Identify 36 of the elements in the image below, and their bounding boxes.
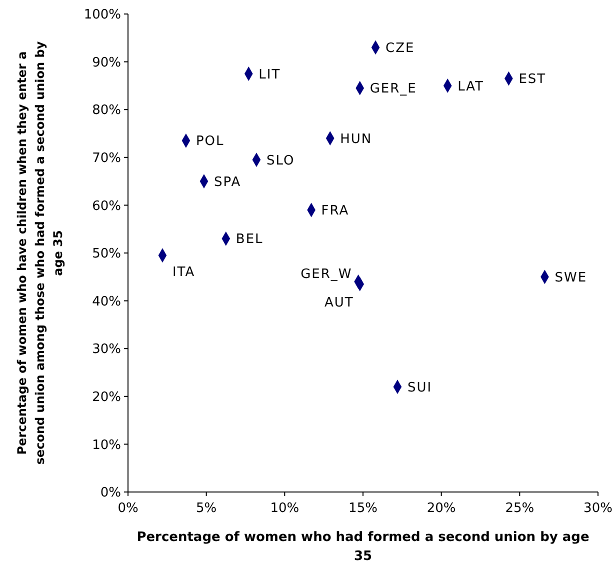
y-tick-label: 100% xyxy=(84,8,121,23)
annotation: SUI xyxy=(407,380,432,396)
annotation: SLO xyxy=(266,153,295,168)
annotation: GER_E xyxy=(370,82,417,97)
annotation: HUN xyxy=(340,132,372,147)
x-axis-title: Percentage of women who had formed a second union by age 35 xyxy=(136,530,590,564)
x-tick-label: 25% xyxy=(505,501,534,516)
y-tick-label: 70% xyxy=(92,150,121,166)
y-tick-label: 80% xyxy=(92,103,121,118)
x-tick-label: 10% xyxy=(270,501,300,516)
annotation: ITA xyxy=(172,264,196,280)
annotation: AUT xyxy=(324,296,354,311)
x-tick-label: 0% xyxy=(118,501,138,516)
y-tick-label: 30% xyxy=(92,342,121,358)
annotation: LAT xyxy=(458,79,484,94)
y-tick-label: 60% xyxy=(92,198,121,214)
annotation: GER_W xyxy=(300,267,352,282)
annotation: SWE xyxy=(554,270,588,286)
y-tick-label: 10% xyxy=(92,438,121,453)
annotation: BEL xyxy=(236,232,264,248)
x-tick-label: 20% xyxy=(426,501,456,516)
annotation: CZE xyxy=(386,41,415,56)
annotation: SPA xyxy=(214,174,242,190)
y-tick-label: 0% xyxy=(100,486,121,501)
annotation: FRA xyxy=(321,204,350,219)
annotation: EST xyxy=(518,72,546,88)
y-tick-label: 40% xyxy=(92,294,121,310)
annotation: LIT xyxy=(258,67,281,82)
y-tick-label: 50% xyxy=(92,246,121,262)
y-tick-label: 90% xyxy=(92,55,121,70)
x-tick-label: 5% xyxy=(196,501,217,516)
x-tick-label: 15% xyxy=(348,501,378,516)
y-axis-title: Percentage of women who have children when they enter a second union among those who had formed a second union by age 35 xyxy=(15,41,65,465)
annotation: POL xyxy=(196,134,224,150)
y-tick-label: 20% xyxy=(92,390,121,405)
x-tick-label: 30% xyxy=(584,501,612,516)
